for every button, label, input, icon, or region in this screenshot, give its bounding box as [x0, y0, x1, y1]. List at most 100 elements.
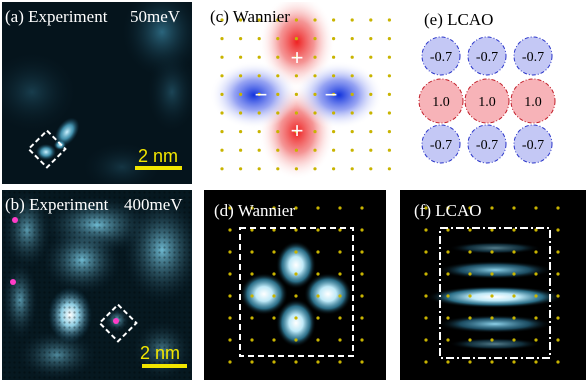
marker-dot	[113, 318, 119, 324]
panel-b-experiment-400mev: (b) Experiment 400meV 2 nm	[2, 190, 192, 380]
stm-image-a: (a) Experiment 50meV 2 nm	[2, 2, 192, 184]
coefficient: -0.7	[522, 138, 544, 153]
lattice-dot	[468, 338, 472, 342]
lattice-dot	[512, 206, 516, 210]
lattice-dot	[294, 55, 298, 59]
lattice-dot	[250, 338, 254, 342]
lattice-dot	[490, 294, 494, 298]
lattice-dot	[220, 148, 224, 152]
lattice-dot	[338, 228, 342, 232]
sign-minus-left: −	[255, 82, 268, 107]
lattice-dot	[360, 338, 364, 342]
lattice-dot	[424, 338, 428, 342]
coefficient: 1.0	[432, 95, 450, 110]
lattice-dot	[534, 294, 538, 298]
lattice-points	[424, 206, 560, 364]
lattice-dot	[316, 228, 320, 232]
lattice-dot	[556, 316, 560, 320]
lattice-dot	[556, 206, 560, 210]
lattice-dot	[360, 250, 364, 254]
lattice-dot	[446, 338, 450, 342]
lattice-dot	[338, 316, 342, 320]
coefficient: -0.7	[476, 138, 498, 153]
lattice-dot	[239, 130, 243, 134]
lattice-dot	[313, 167, 317, 171]
lattice-dot	[276, 130, 280, 134]
lattice-dot	[294, 148, 298, 152]
lattice-dot	[250, 316, 254, 320]
lattice-dot	[250, 206, 254, 210]
lattice-dot	[294, 74, 298, 78]
lattice-dot	[468, 272, 472, 276]
lattice-dot	[490, 338, 494, 342]
lattice-dot	[556, 338, 560, 342]
lattice-dot	[468, 316, 472, 320]
lattice-dot	[257, 148, 261, 152]
lattice-points	[228, 206, 364, 364]
lattice-dot	[272, 360, 276, 364]
lattice-dot	[332, 18, 336, 22]
lattice-dot	[313, 18, 317, 22]
lattice-dot	[360, 206, 364, 210]
lattice-dot	[239, 167, 243, 171]
lattice-dot	[294, 37, 298, 41]
lattice-dot	[512, 360, 516, 364]
lattice-dot	[228, 250, 232, 254]
lattice-dot	[512, 228, 516, 232]
panel-d-label: (d) Wannier	[214, 201, 295, 220]
lattice-dot	[369, 167, 373, 171]
lattice-dot	[350, 167, 354, 171]
lattice-dot	[228, 338, 232, 342]
lattice-dot	[556, 250, 560, 254]
lattice-dot	[239, 111, 243, 115]
lattice-dot	[424, 294, 428, 298]
lattice-dot	[228, 294, 232, 298]
lattice-dot	[350, 37, 354, 41]
lattice-dot	[387, 130, 391, 134]
sign-minus-right: −	[325, 82, 338, 107]
lattice-dot	[294, 111, 298, 115]
lattice-dot	[220, 111, 224, 115]
lattice-dot	[313, 37, 317, 41]
lattice-dot	[276, 37, 280, 41]
lattice-dot	[387, 74, 391, 78]
stm-image-b: (b) Experiment 400meV 2 nm	[2, 190, 192, 380]
lattice-dot	[534, 360, 538, 364]
panel-f-label: (f) LCAO	[414, 201, 482, 220]
lattice-dot	[446, 206, 450, 210]
lattice-dot	[350, 55, 354, 59]
lattice-dot	[332, 167, 336, 171]
lattice-dot	[556, 294, 560, 298]
lattice-dot	[228, 316, 232, 320]
lattice-dot	[272, 338, 276, 342]
lattice-dot	[369, 130, 373, 134]
lattice-dot	[490, 228, 494, 232]
lattice-dot	[350, 111, 354, 115]
lattice-dot	[316, 272, 320, 276]
lattice-dot	[369, 74, 373, 78]
lattice-dot	[350, 74, 354, 78]
lattice-dot	[294, 338, 298, 342]
lattice-dot	[272, 294, 276, 298]
lcao-coefficient-grid: (e) LCAO -0.7 -0.7 -0.7 1.0 1.0 1.0 -0.7…	[404, 2, 586, 184]
panel-f-lcao-density: (f) LCAO	[400, 190, 586, 380]
lattice-dot	[294, 18, 298, 22]
panel-a-energy: 50meV	[130, 7, 181, 26]
lattice-dot	[272, 206, 276, 210]
lattice-dot	[512, 294, 516, 298]
lattice-dot	[556, 360, 560, 364]
coeff-row-top: -0.7 -0.7 -0.7	[421, 36, 553, 76]
coefficient: -0.7	[430, 50, 452, 65]
lattice-dot	[276, 74, 280, 78]
scale-label-a: 2 nm	[138, 146, 178, 166]
lattice-dot	[332, 55, 336, 59]
panel-b-label: (b) Experiment	[5, 195, 109, 214]
lattice-dot	[534, 316, 538, 320]
lattice-dot	[490, 206, 494, 210]
lattice-dot	[313, 92, 317, 96]
lattice-dot	[228, 206, 232, 210]
lattice-dot	[468, 206, 472, 210]
lattice-dot	[490, 250, 494, 254]
lattice-dot	[294, 206, 298, 210]
lattice-dot	[316, 250, 320, 254]
